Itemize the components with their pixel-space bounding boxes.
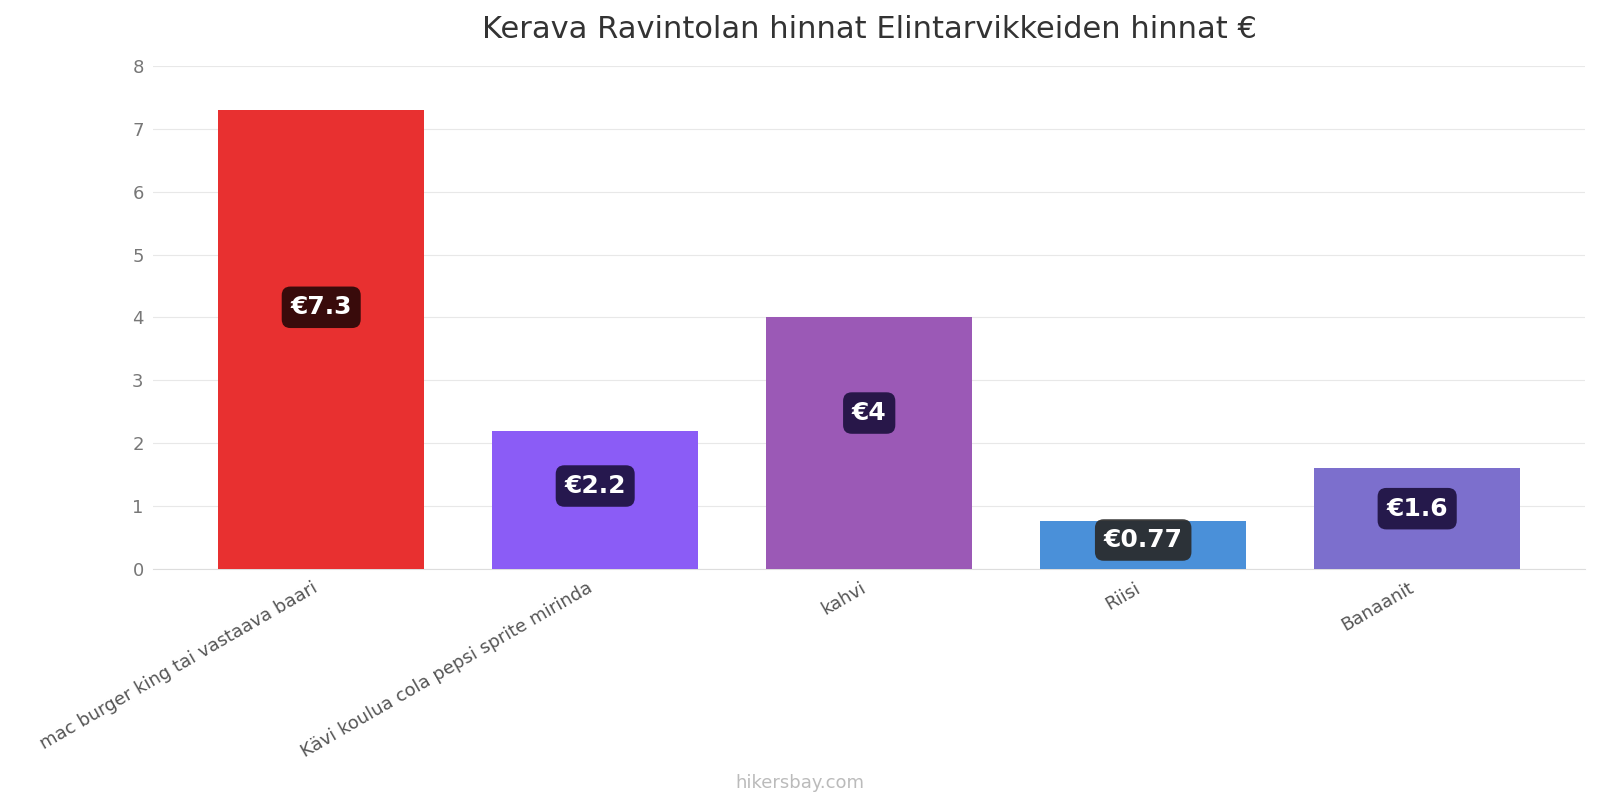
Text: €4: €4 <box>851 401 886 425</box>
Bar <box>766 318 971 569</box>
Text: €0.77: €0.77 <box>1104 528 1182 552</box>
Title: Kerava Ravintolan hinnat Elintarvikkeiden hinnat €: Kerava Ravintolan hinnat Elintarvikkeide… <box>482 15 1256 44</box>
Bar <box>1315 469 1520 569</box>
Text: €2.2: €2.2 <box>565 474 626 498</box>
Bar <box>219 110 424 569</box>
Text: €7.3: €7.3 <box>291 295 352 319</box>
Bar <box>493 430 698 569</box>
Text: €1.6: €1.6 <box>1386 497 1448 521</box>
Bar <box>1040 521 1246 569</box>
Text: hikersbay.com: hikersbay.com <box>736 774 864 792</box>
